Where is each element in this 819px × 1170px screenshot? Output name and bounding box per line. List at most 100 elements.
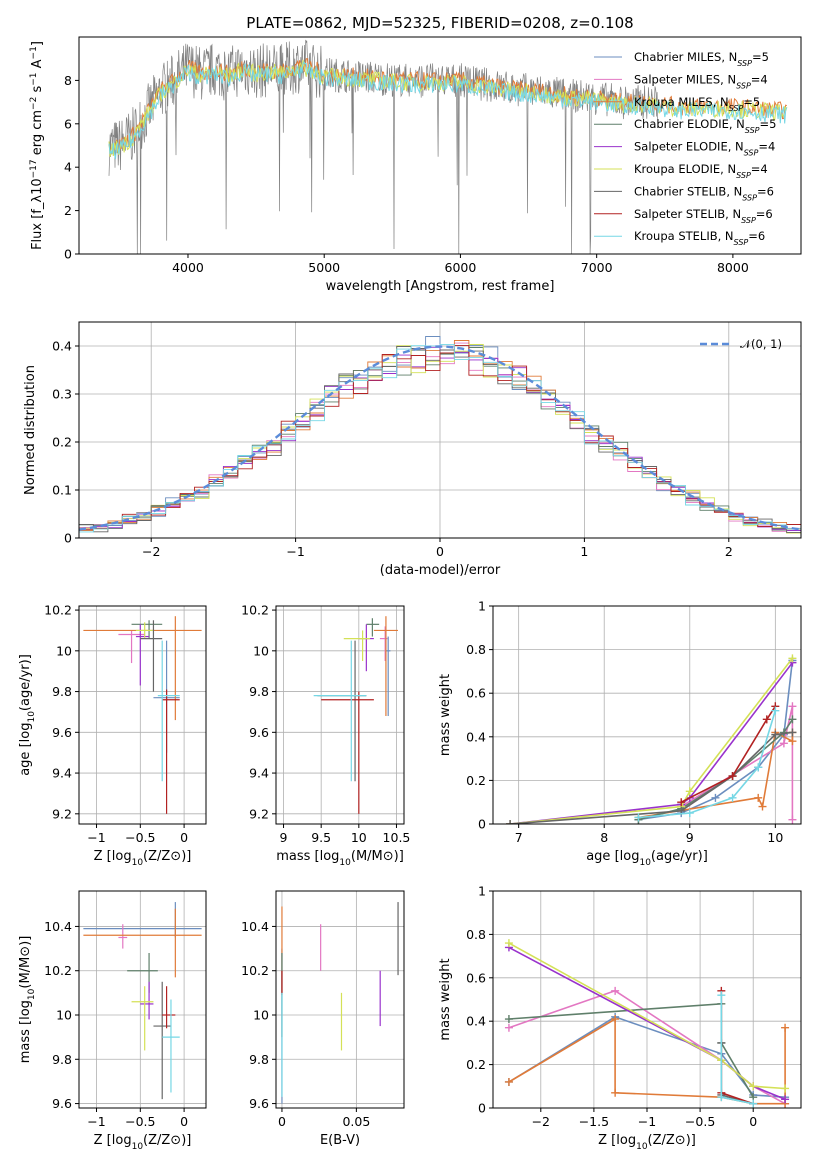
y-tick-label: 9.6 bbox=[249, 725, 269, 740]
x-axis-label: mass [log10(M/M⊙)] bbox=[276, 849, 404, 868]
x-tick-label: −0.5 bbox=[125, 830, 155, 845]
mass-weight-point bbox=[754, 763, 763, 772]
residual-histogram bbox=[79, 344, 801, 530]
y-tick-label: 0.4 bbox=[52, 339, 72, 354]
axes-frame bbox=[78, 36, 802, 255]
mass-weight-point bbox=[781, 1023, 790, 1032]
y-tick-label: 0.8 bbox=[466, 927, 486, 942]
mass-weight-line bbox=[508, 942, 786, 1090]
x-tick-label: −1 bbox=[286, 544, 304, 559]
x-tick-label: 2 bbox=[725, 544, 733, 559]
x-axis-label: Z [log10(Z/Z⊙)] bbox=[598, 1133, 696, 1152]
mass-weight-point bbox=[749, 1099, 758, 1108]
x-tick-label: 10 bbox=[767, 830, 783, 845]
plot-area bbox=[506, 654, 797, 824]
y-tick-label: 9.4 bbox=[249, 766, 269, 781]
mass-weight-line bbox=[680, 705, 776, 803]
x-tick-label: −0.5 bbox=[685, 1114, 715, 1129]
legend-label: Salpeter MILES, NSSP=4 bbox=[634, 72, 768, 90]
y-tick-label: 0.3 bbox=[52, 387, 72, 402]
x-tick-label: 7000 bbox=[581, 260, 613, 275]
y-tick-label: 8 bbox=[64, 73, 72, 88]
y-tick-label: 0.2 bbox=[466, 1057, 486, 1072]
y-tick-label: 9.6 bbox=[52, 1096, 72, 1111]
y-tick-label: 9.8 bbox=[249, 1052, 269, 1067]
mass-weight-point bbox=[506, 820, 515, 824]
mass-weight-point bbox=[788, 728, 797, 737]
mass-weight-point bbox=[728, 793, 737, 802]
y-tick-label: 9.4 bbox=[52, 766, 72, 781]
legend-label: Salpeter ELODIE, NSSP=4 bbox=[634, 140, 775, 158]
y-tick-label: 10.2 bbox=[44, 603, 72, 618]
x-tick-label: −2 bbox=[532, 1114, 550, 1129]
mass-weight-line bbox=[510, 662, 794, 824]
x-axis-label: E(B-V) bbox=[320, 1133, 360, 1148]
mass-weight-point bbox=[504, 1077, 513, 1086]
x-axis-label: (data-model)/error bbox=[380, 563, 501, 578]
plot-area bbox=[83, 616, 202, 814]
x-tick-label: 1 bbox=[580, 544, 588, 559]
x-tick-label: 0 bbox=[180, 830, 188, 845]
y-tick-label: 1 bbox=[478, 884, 486, 899]
y-tick-label: 0.8 bbox=[466, 642, 486, 657]
x-tick-label: 9 bbox=[686, 830, 694, 845]
x-axis-label: wavelength [Angstrom, rest frame] bbox=[326, 279, 555, 294]
y-axis-label: Normed distribution bbox=[23, 365, 38, 495]
y-tick-label: 9.2 bbox=[52, 806, 72, 821]
x-tick-label: 10.5 bbox=[383, 830, 411, 845]
x-tick-label: 4000 bbox=[172, 260, 204, 275]
plot-area bbox=[504, 939, 790, 1108]
legend-label: Kroupa STELIB, NSSP=6 bbox=[634, 229, 765, 247]
y-tick-label: 0.6 bbox=[466, 970, 486, 985]
plot-area bbox=[281, 902, 399, 1104]
x-tick-label: 0.05 bbox=[342, 1114, 370, 1129]
y-tick-label: 9.6 bbox=[52, 725, 72, 740]
x-tick-label: 8000 bbox=[717, 260, 749, 275]
mass-vs-Z-panel: −1 −0.5 0 9.6 9.8 10 10.2 10.4 Z [log10(Z/Z⊙)] ma… bbox=[18, 890, 207, 1152]
y-tick-label: 9.2 bbox=[249, 806, 269, 821]
residuals-panel: −2 −1 0 1 2 0 0.1 0.2 0.3 0.4 (data-model)/error No… bbox=[23, 321, 802, 578]
y-tick-label: 0.6 bbox=[466, 686, 486, 701]
mass-weight-point bbox=[728, 772, 737, 781]
mass-weight-point bbox=[504, 1023, 513, 1032]
y-tick-label: 9.8 bbox=[52, 684, 72, 699]
y-tick-label: 10.4 bbox=[241, 919, 269, 934]
spectrum-legend: Chabrier MILES, NSSP=5 Salpeter MILES, NS… bbox=[594, 50, 776, 247]
mass-weight-point bbox=[771, 730, 780, 739]
mass-weight-point bbox=[788, 737, 797, 746]
y-tick-label: 6 bbox=[64, 116, 72, 131]
y-tick-label: 0 bbox=[478, 817, 486, 832]
mass-weight-point bbox=[611, 1088, 620, 1097]
mass-weight-point bbox=[717, 1093, 726, 1102]
gaussian-curve bbox=[79, 345, 801, 531]
mass-vs-EBV-panel: 0 0.05 9.6 9.8 10 10.2 10.4 E(B-V) bbox=[241, 890, 405, 1148]
y-tick-label: 10.2 bbox=[241, 603, 269, 618]
axes-frame bbox=[78, 890, 207, 1109]
age-vs-Z-panel: −1 −0.5 0 9.2 9.4 9.6 9.8 10 10.2 Z [log10(Z/Z⊙)]… bbox=[18, 603, 207, 868]
mass-weight-point bbox=[504, 939, 513, 948]
x-tick-label: 0 bbox=[180, 1114, 188, 1129]
legend-label: Salpeter STELIB, NSSP=6 bbox=[634, 207, 773, 225]
mass-weight-point bbox=[758, 802, 767, 811]
mass-weight-point bbox=[788, 702, 797, 711]
y-tick-label: 10.2 bbox=[44, 963, 72, 978]
y-axis-label: mass [log10(M/M⊙)] bbox=[18, 936, 37, 1064]
mass-weight-point bbox=[749, 1082, 758, 1091]
y-tick-label: 9.8 bbox=[249, 684, 269, 699]
x-tick-label: 0 bbox=[436, 544, 444, 559]
mass-weight-point bbox=[685, 787, 694, 796]
x-tick-label: −0.5 bbox=[125, 1114, 155, 1129]
massweight-vs-Z-panel: −2 −1.5 −1 −0.5 0 0 0.2 0.4 0.6 0.8 1 Z [log10(Z/Z⊙… bbox=[438, 884, 802, 1152]
mass-weight-point bbox=[771, 706, 780, 715]
legend-label: Chabrier MILES, NSSP=5 bbox=[634, 50, 769, 68]
x-tick-label: 8 bbox=[600, 830, 608, 845]
age-vs-mass-panel: 9 9.5 10 10.5 9.2 9.4 9.6 9.8 10 10.2 mass [log10(… bbox=[241, 603, 410, 868]
x-tick-label: 5000 bbox=[308, 260, 340, 275]
y-tick-label: 0.1 bbox=[52, 483, 72, 498]
plot-area bbox=[83, 902, 202, 1100]
x-tick-label: 6000 bbox=[445, 260, 477, 275]
mass-weight-point bbox=[717, 991, 726, 1000]
residual-histogram bbox=[79, 344, 801, 533]
y-tick-label: 0 bbox=[64, 247, 72, 262]
spectrum-panel: 4000 5000 6000 7000 8000 0 2 4 6 8 wavelength [Ang… bbox=[29, 36, 802, 294]
